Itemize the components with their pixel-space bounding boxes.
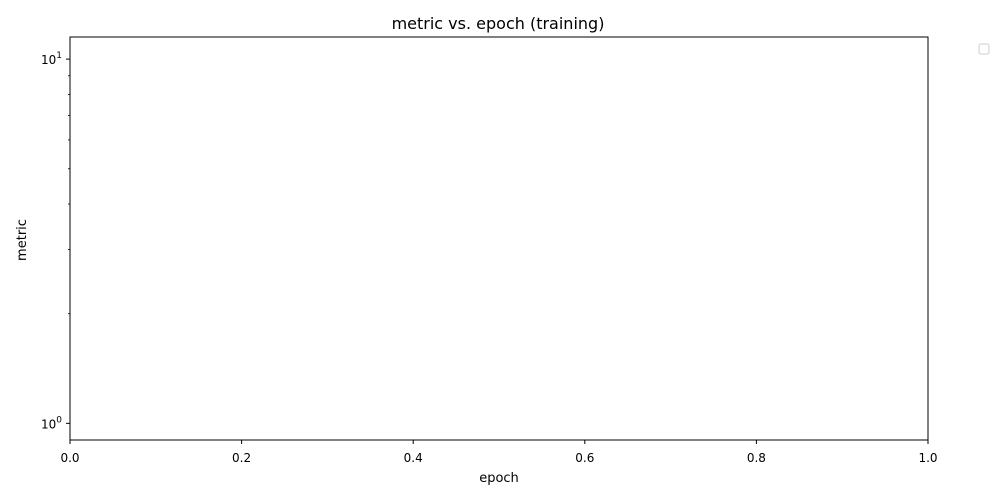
y-tick-label-base: 10	[41, 417, 56, 431]
y-tick-label: 101	[41, 51, 62, 67]
legend-box	[978, 43, 990, 55]
x-tick-label: 0.6	[575, 451, 594, 465]
x-tick-label: 0.2	[232, 451, 251, 465]
y-tick-label-exponent: 1	[56, 51, 62, 61]
y-tick-label-exponent: 0	[56, 415, 62, 425]
plot-area	[69, 36, 929, 441]
plot-frame	[69, 36, 929, 441]
x-axis-label: epoch	[479, 471, 519, 486]
x-tick-label: 0.8	[747, 451, 766, 465]
x-tick-label: 0.0	[60, 451, 79, 465]
x-axis: 0.0 0.2 0.4 0.6 0.8 1.0	[60, 440, 938, 465]
x-tick-label: 0.4	[404, 451, 423, 465]
y-tick-label: 100	[41, 415, 62, 431]
chart-title: metric vs. epoch (training)	[392, 14, 605, 33]
y-axis-label: metric	[15, 219, 30, 261]
y-tick-label-base: 10	[41, 53, 56, 67]
x-tick-label: 1.0	[918, 451, 937, 465]
